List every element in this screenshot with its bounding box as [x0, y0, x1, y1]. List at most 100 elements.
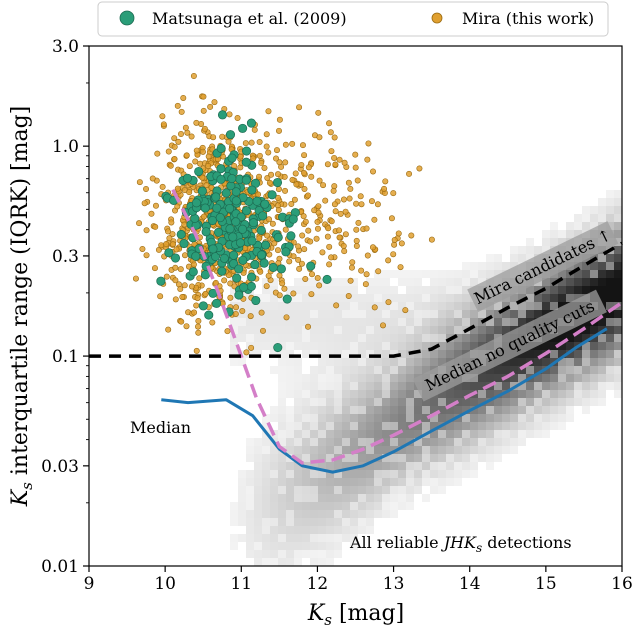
density-cell	[302, 382, 310, 390]
matsunaga-point	[217, 266, 227, 276]
density-cell	[334, 518, 342, 526]
density-cell	[438, 302, 446, 310]
density-cell	[470, 262, 478, 270]
density-cell	[294, 294, 302, 302]
density-cell	[550, 350, 558, 358]
density-cell	[518, 430, 526, 438]
density-cell	[398, 334, 406, 342]
y-tick-label: 0.3	[52, 247, 79, 267]
mira-point	[316, 177, 323, 184]
mira-point	[188, 283, 195, 290]
density-cell	[406, 494, 414, 502]
mira-point	[313, 235, 320, 242]
density-cell	[326, 534, 334, 542]
density-cell	[238, 318, 246, 326]
density-cell	[350, 478, 358, 486]
density-cell	[318, 342, 326, 350]
matsunaga-point	[216, 164, 226, 174]
density-cell	[286, 334, 294, 342]
density-cell	[310, 430, 318, 438]
density-cell	[574, 358, 582, 366]
density-cell	[278, 558, 286, 566]
matsunaga-point	[217, 110, 228, 120]
mira-point	[177, 131, 184, 138]
density-cell	[598, 350, 606, 358]
matsunaga-point	[267, 190, 277, 200]
density-cell	[478, 446, 486, 454]
density-cell	[350, 422, 358, 430]
density-cell	[430, 422, 438, 430]
mira-point	[265, 108, 272, 115]
density-cell	[310, 294, 318, 302]
density-cell	[566, 230, 574, 238]
density-cell	[278, 518, 286, 526]
density-cell	[582, 382, 590, 390]
density-cell	[318, 374, 326, 382]
density-cell	[446, 406, 454, 414]
density-cell	[422, 494, 430, 502]
density-cell	[542, 358, 550, 366]
density-cell	[262, 342, 270, 350]
density-cell	[398, 422, 406, 430]
mira-point	[390, 251, 397, 258]
mira-point	[283, 314, 290, 321]
density-cell	[326, 486, 334, 494]
density-cell	[446, 438, 454, 446]
density-cell	[254, 558, 262, 566]
mira-point	[169, 231, 176, 238]
density-cell	[358, 430, 366, 438]
density-cell	[302, 502, 310, 510]
density-cell	[318, 470, 326, 478]
mira-point	[207, 103, 214, 110]
density-cell	[374, 486, 382, 494]
density-cell	[494, 326, 502, 334]
density-cell	[606, 190, 614, 198]
mira-point	[171, 155, 178, 162]
matsunaga-point	[176, 229, 186, 239]
density-cell	[398, 294, 406, 302]
density-cell	[254, 350, 262, 358]
mira-point	[178, 108, 185, 115]
density-cell	[414, 398, 422, 406]
density-cell	[598, 390, 606, 398]
density-cell	[510, 446, 518, 454]
density-cell	[294, 334, 302, 342]
density-cell	[302, 318, 310, 326]
density-cell	[310, 470, 318, 478]
density-cell	[534, 374, 542, 382]
density-cell	[246, 438, 254, 446]
density-cell	[342, 502, 350, 510]
density-cell	[518, 406, 526, 414]
density-cell	[390, 422, 398, 430]
density-cell	[366, 286, 374, 294]
density-cell	[590, 382, 598, 390]
density-cell	[334, 502, 342, 510]
density-cell	[574, 262, 582, 270]
density-cell	[294, 374, 302, 382]
density-cell	[286, 342, 294, 350]
mira-point	[331, 201, 338, 208]
density-cell	[446, 422, 454, 430]
density-cell	[438, 478, 446, 486]
mira-point	[167, 162, 174, 169]
density-cell	[294, 382, 302, 390]
density-cell	[262, 502, 270, 510]
density-cell	[406, 294, 414, 302]
density-cell	[350, 534, 358, 542]
density-cell	[486, 430, 494, 438]
matsunaga-point	[246, 281, 256, 291]
density-cell	[486, 310, 494, 318]
density-cell	[390, 294, 398, 302]
density-cell	[318, 406, 326, 414]
density-cell	[478, 374, 486, 382]
density-cell	[398, 382, 406, 390]
matsunaga-point	[200, 203, 210, 213]
density-cell	[358, 302, 366, 310]
density-cell	[326, 358, 334, 366]
density-cell	[598, 334, 606, 342]
matsunaga-point	[247, 272, 257, 282]
mira-point	[332, 161, 339, 168]
density-cell	[494, 270, 502, 278]
density-cell	[270, 326, 278, 334]
density-cell	[326, 382, 334, 390]
